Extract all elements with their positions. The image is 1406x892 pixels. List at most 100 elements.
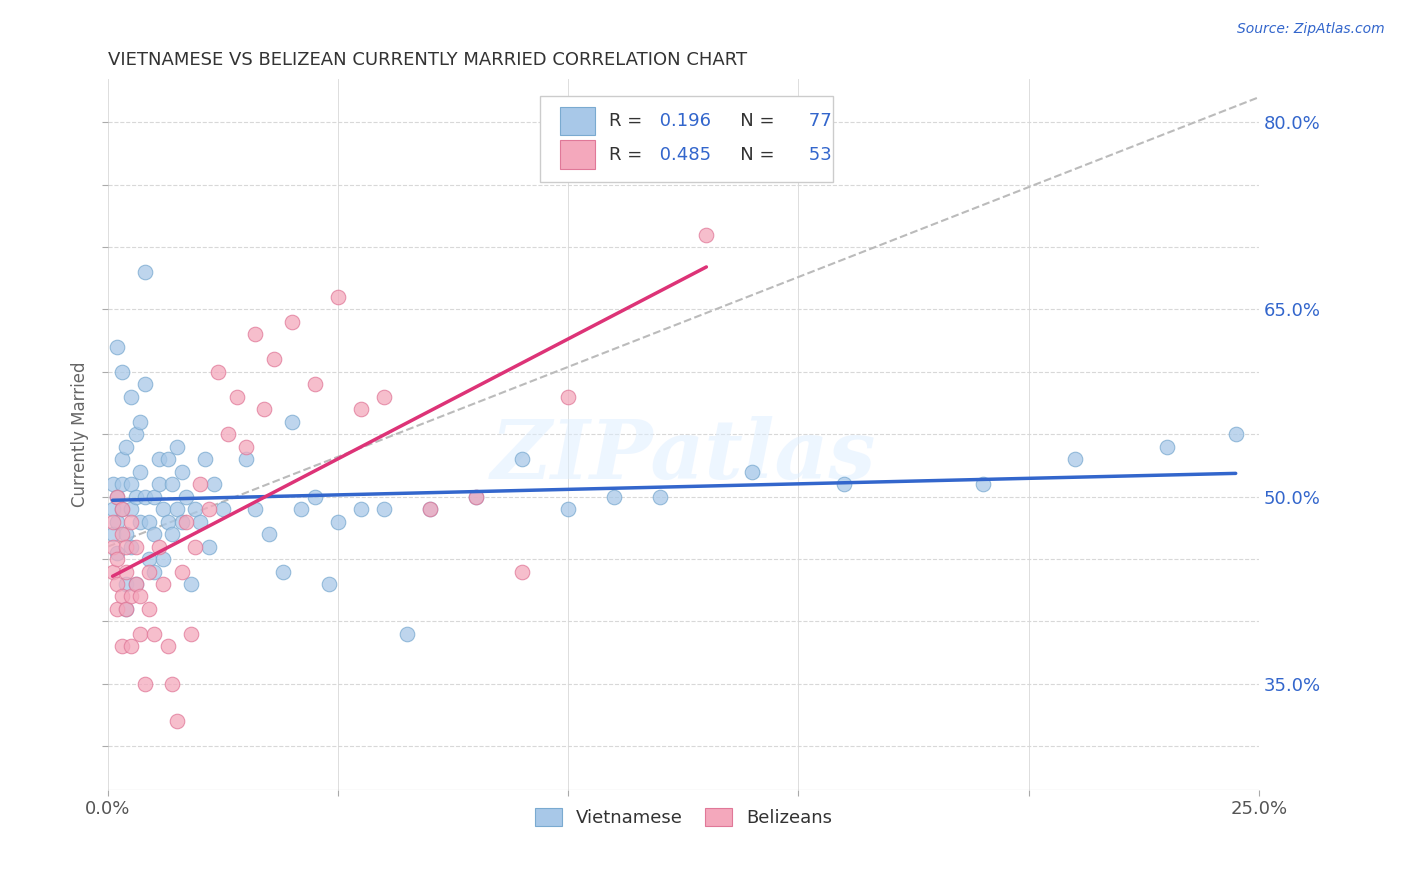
Point <box>138 515 160 529</box>
Point <box>180 577 202 591</box>
Y-axis label: Currently Married: Currently Married <box>72 361 89 507</box>
Point <box>326 515 349 529</box>
Point <box>120 502 142 516</box>
Point <box>105 552 128 566</box>
Point <box>129 415 152 429</box>
Point <box>129 590 152 604</box>
Point <box>419 502 441 516</box>
Point <box>105 546 128 560</box>
Point <box>120 515 142 529</box>
Point <box>225 390 247 404</box>
Point <box>143 565 166 579</box>
Point <box>129 465 152 479</box>
Point <box>105 577 128 591</box>
Point <box>111 477 134 491</box>
Point <box>156 515 179 529</box>
Point <box>105 515 128 529</box>
Point <box>184 540 207 554</box>
Text: 0.196: 0.196 <box>654 112 711 130</box>
Point <box>326 290 349 304</box>
Point <box>105 490 128 504</box>
Point <box>465 490 488 504</box>
Point <box>115 440 138 454</box>
Point <box>129 627 152 641</box>
Point <box>115 527 138 541</box>
Point <box>350 402 373 417</box>
Point <box>188 515 211 529</box>
Text: ZIPatlas: ZIPatlas <box>491 416 876 496</box>
Point <box>510 565 533 579</box>
Point <box>134 377 156 392</box>
Point <box>124 540 146 554</box>
Point <box>184 502 207 516</box>
Point <box>166 440 188 454</box>
Point <box>111 502 134 516</box>
Point <box>235 452 257 467</box>
Point <box>290 502 312 516</box>
Text: Source: ZipAtlas.com: Source: ZipAtlas.com <box>1237 22 1385 37</box>
Point <box>1225 427 1247 442</box>
Point <box>120 390 142 404</box>
Point <box>120 540 142 554</box>
Point <box>166 714 188 729</box>
Point <box>156 640 179 654</box>
Bar <box>540 96 832 182</box>
Point <box>152 552 174 566</box>
Point <box>198 502 221 516</box>
Point <box>101 527 124 541</box>
Point <box>318 577 340 591</box>
Point <box>120 590 142 604</box>
Text: 77: 77 <box>803 112 832 130</box>
Point <box>350 502 373 516</box>
Point <box>105 602 128 616</box>
Point <box>148 540 170 554</box>
Point <box>138 552 160 566</box>
Point <box>111 365 134 379</box>
Legend: Vietnamese, Belizeans: Vietnamese, Belizeans <box>527 800 839 834</box>
Point <box>170 565 193 579</box>
Point <box>115 602 138 616</box>
Point <box>373 390 395 404</box>
Point <box>396 627 419 641</box>
Point <box>143 627 166 641</box>
Text: 53: 53 <box>803 145 832 164</box>
Point <box>124 490 146 504</box>
Point <box>174 490 197 504</box>
Point <box>1156 440 1178 454</box>
Point <box>162 527 184 541</box>
Point <box>188 477 211 491</box>
Point <box>143 527 166 541</box>
Text: N =: N = <box>723 112 780 130</box>
Point <box>235 440 257 454</box>
Point <box>120 640 142 654</box>
Point <box>111 640 134 654</box>
Point <box>111 452 134 467</box>
Point <box>138 602 160 616</box>
Point <box>120 477 142 491</box>
Point <box>1063 452 1085 467</box>
Point <box>198 540 221 554</box>
Point <box>105 340 128 354</box>
Point <box>465 490 488 504</box>
Point <box>124 427 146 442</box>
Point <box>111 590 134 604</box>
Point <box>152 577 174 591</box>
Point <box>101 540 124 554</box>
Point <box>245 502 267 516</box>
Point <box>115 577 138 591</box>
Point <box>834 477 856 491</box>
Point <box>174 515 197 529</box>
Point <box>138 565 160 579</box>
Point <box>557 502 579 516</box>
Point <box>115 602 138 616</box>
Point <box>217 427 239 442</box>
Point <box>304 490 326 504</box>
Point <box>162 677 184 691</box>
Point <box>695 227 717 242</box>
Point <box>373 502 395 516</box>
Text: R =: R = <box>609 145 648 164</box>
Point <box>101 477 124 491</box>
Point <box>134 677 156 691</box>
Point <box>253 402 276 417</box>
Point <box>124 577 146 591</box>
